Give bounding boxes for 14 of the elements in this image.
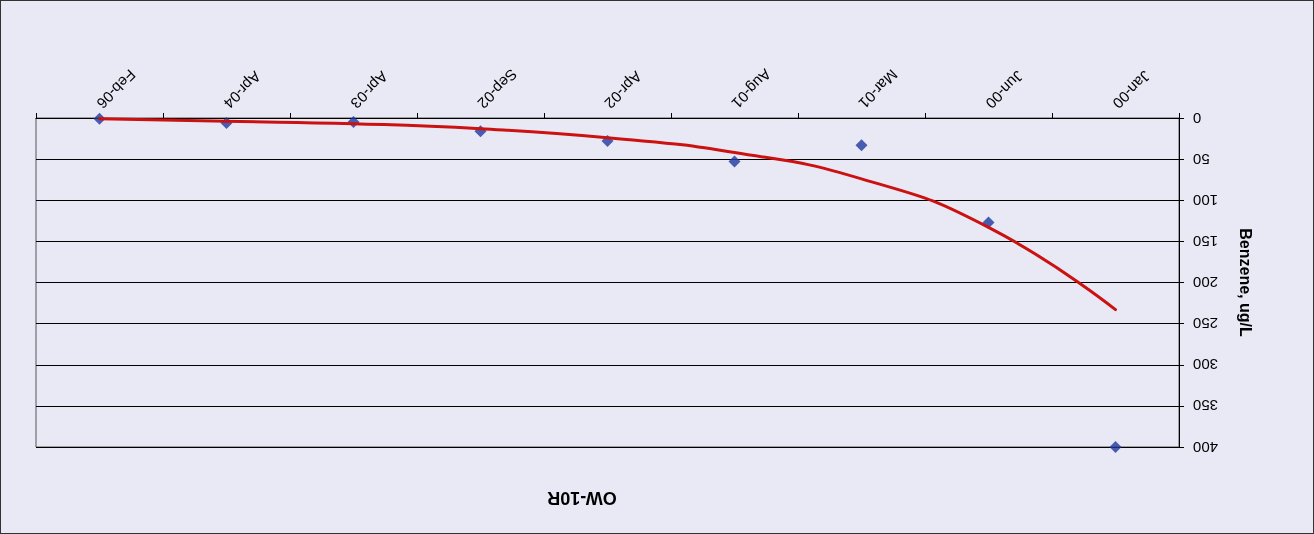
- point: [728, 155, 741, 168]
- point: [1109, 441, 1122, 453]
- y-tick-label: 200: [1193, 274, 1219, 291]
- y-tick-label: 400: [1193, 438, 1219, 456]
- y-tick-label: 300: [1193, 356, 1219, 374]
- text: OW-10R: [547, 488, 617, 508]
- point: [855, 139, 868, 152]
- y-tick-label: 250: [1193, 315, 1219, 333]
- y-tick-label: 100: [1193, 191, 1219, 209]
- y-tick-label: 50: [1193, 150, 1210, 168]
- y-tick-label: 350: [1193, 397, 1219, 415]
- y-axis-title: Benzene, ug/L: [1236, 228, 1254, 337]
- y-tick-label: 0: [1193, 109, 1202, 127]
- y-tick-label: 150: [1193, 232, 1219, 250]
